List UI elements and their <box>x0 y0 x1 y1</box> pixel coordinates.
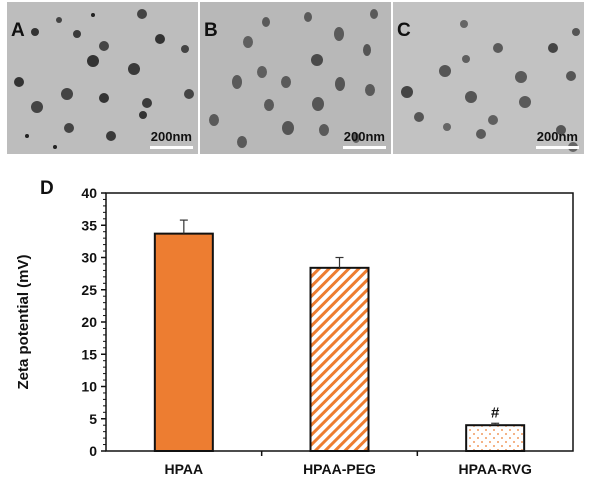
bar <box>309 266 370 452</box>
y-tick-label: 30 <box>81 250 97 266</box>
zeta-potential-chart: D Zeta potential (mV) 0 5 10 15 20 25 30 35 40 HP… <box>15 178 574 477</box>
chart-labels: 0 5 10 15 20 25 30 35 40 HPAA HPAA-PEG HPAA-RVG # <box>81 185 532 477</box>
scale-bar-b <box>343 146 386 149</box>
tem-image-a <box>7 2 198 154</box>
y-tick-label: 20 <box>81 314 97 330</box>
x-tick-label: HPAA <box>165 461 204 477</box>
y-tick-label: 15 <box>81 346 97 362</box>
y-tick-label: 25 <box>81 282 97 298</box>
tem-image-c <box>393 2 584 154</box>
x-tick-label: HPAA-RVG <box>458 461 531 477</box>
y-tick-label: 10 <box>81 379 97 395</box>
y-tick-label: 40 <box>81 185 97 201</box>
bar <box>465 424 526 453</box>
x-tick-label: HPAA-PEG <box>303 461 376 477</box>
panel-label-b: B <box>204 20 218 41</box>
scale-label-a: 200nm <box>150 129 192 144</box>
scale-bar-a <box>150 146 193 149</box>
tem-panel-b: B 200nm <box>200 2 391 154</box>
scale-label-b: 200nm <box>343 129 385 144</box>
panel-label-c: C <box>397 20 411 41</box>
panel-label-d: D <box>40 178 54 199</box>
scale-label-c: 200nm <box>536 129 578 144</box>
tem-panel-a: A 200nm <box>7 2 198 154</box>
y-tick-label: 0 <box>89 443 97 459</box>
significance-annotation: # <box>491 404 500 421</box>
bar <box>153 232 214 453</box>
chart-bars <box>153 219 526 453</box>
scale-bar-c <box>536 146 579 149</box>
tem-panel-c: C 200nm <box>393 2 584 154</box>
panel-label-a: A <box>11 20 25 41</box>
y-tick-label: 35 <box>81 217 97 233</box>
y-tick-label: 5 <box>89 411 97 427</box>
tem-image-b <box>200 2 391 154</box>
y-axis-label: Zeta potential (mV) <box>15 254 32 389</box>
